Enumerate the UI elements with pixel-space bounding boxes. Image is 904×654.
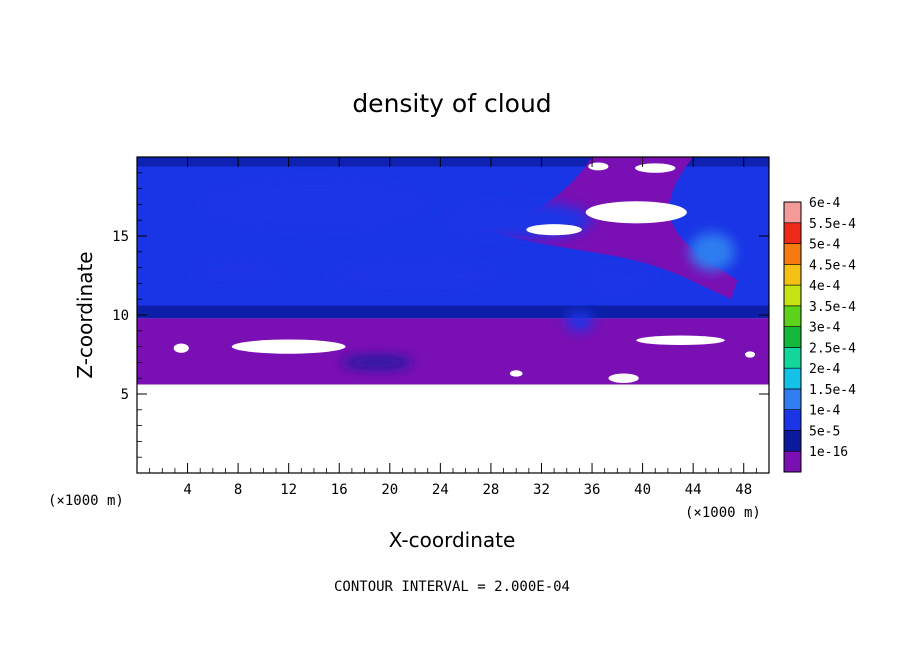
cloud-blob-7 [341, 356, 413, 368]
cloud-blob-6 [565, 311, 594, 331]
contour-interval-note: CONTOUR INTERVAL = 2.000E-04 [334, 579, 570, 595]
colorbar-label-3: 1.5e-4 [809, 383, 856, 398]
cloud-blob-5 [689, 232, 735, 271]
clear-gap-8 [509, 370, 523, 377]
x-tick-label-8: 36 [584, 482, 601, 498]
clear-gap-7 [608, 373, 639, 383]
clear-gap-6 [173, 343, 189, 353]
colorbar-label-8: 4e-4 [809, 279, 840, 294]
colorbar-swatch-6 [783, 326, 802, 348]
x-tick-label-5: 24 [432, 482, 449, 498]
colorbar-swatch-1 [783, 430, 802, 452]
colorbar-swatch-8 [783, 284, 802, 307]
x-tick-label-9: 40 [634, 482, 651, 498]
colorbar-swatch-5 [783, 347, 802, 369]
x-tick-label-11: 48 [735, 482, 752, 498]
plot-area [137, 157, 769, 473]
purple-layer [137, 318, 769, 385]
x-tick-label-0: 4 [183, 482, 191, 498]
colorbar-label-11: 5.5e-4 [809, 217, 856, 232]
x-axis: 4 8 12 16 20 24 28 32 36 40 44 48 [149, 157, 757, 498]
y-axis: 5 10 15 [112, 172, 769, 458]
x-unit-label: (×1000 m) [685, 505, 761, 521]
clear-gap-4 [231, 339, 346, 354]
clear-gap-2 [635, 163, 676, 173]
y-tick-label-2: 15 [112, 229, 129, 245]
clear-gap-5 [636, 335, 725, 346]
colorbar-swatch-3 [783, 388, 802, 410]
colorbar-swatch-4 [783, 367, 802, 390]
cloud-blob-2 [326, 261, 504, 290]
colorbar-swatch-2 [783, 409, 802, 431]
cloud-blob-0 [200, 179, 428, 230]
colorbar-label-0: 1e-16 [809, 445, 848, 460]
colorbar-frame [783, 201, 802, 473]
colorbar-label-1: 5e-5 [809, 424, 840, 439]
colorbar-swatch-7 [783, 305, 802, 327]
colorbar-label-6: 3e-4 [809, 321, 840, 336]
x-axis-label: X-coordinate [389, 528, 516, 552]
clear-gap-1 [526, 224, 582, 236]
colorbar: 1e-16 5e-5 1e-4 1.5e-4 2e-4 2.5e-4 3e-4 3.5e-4 4… [783, 196, 856, 473]
cloud-top-edge [137, 157, 769, 167]
x-tick-label-2: 12 [280, 482, 297, 498]
y-axis-label: Z-coordinate [73, 251, 97, 378]
colorbar-label-12: 6e-4 [809, 196, 840, 211]
x-tick-label-3: 16 [331, 482, 348, 498]
cloud-blob-4 [579, 266, 656, 292]
colorbar-label-4: 2e-4 [809, 362, 840, 377]
cloud-base-edge [137, 305, 769, 319]
colorbar-swatch-9 [783, 264, 802, 286]
purple-intrusion [490, 157, 738, 300]
clear-region [137, 384, 769, 473]
colorbar-swatch-10 [783, 243, 802, 265]
colorbar-swatch-11 [783, 222, 802, 244]
chart-title: density of cloud [352, 89, 551, 118]
colorbar-label-7: 3.5e-4 [809, 300, 856, 315]
colorbar-swatch-0 [783, 450, 802, 473]
x-tick-label-10: 44 [685, 482, 702, 498]
cloud-blob-3 [187, 259, 289, 282]
clear-gap-0 [585, 201, 687, 224]
colorbar-label-2: 1e-4 [809, 404, 840, 419]
y-tick-label-0: 5 [121, 387, 129, 403]
colorbar-label-10: 5e-4 [809, 238, 840, 253]
x-tick-label-1: 8 [234, 482, 242, 498]
colorbar-label-9: 4.5e-4 [809, 258, 856, 273]
z-unit-label: (×1000 m) [48, 493, 124, 509]
x-tick-label-4: 20 [381, 482, 398, 498]
colorbar-label-5: 2.5e-4 [809, 341, 856, 356]
clear-gap-3 [588, 162, 609, 171]
y-tick-label-1: 10 [112, 308, 129, 324]
colorbar-swatch-12 [783, 201, 802, 224]
x-tick-label-6: 28 [482, 482, 499, 498]
x-tick-label-7: 32 [533, 482, 550, 498]
clear-gap-9 [744, 351, 756, 358]
